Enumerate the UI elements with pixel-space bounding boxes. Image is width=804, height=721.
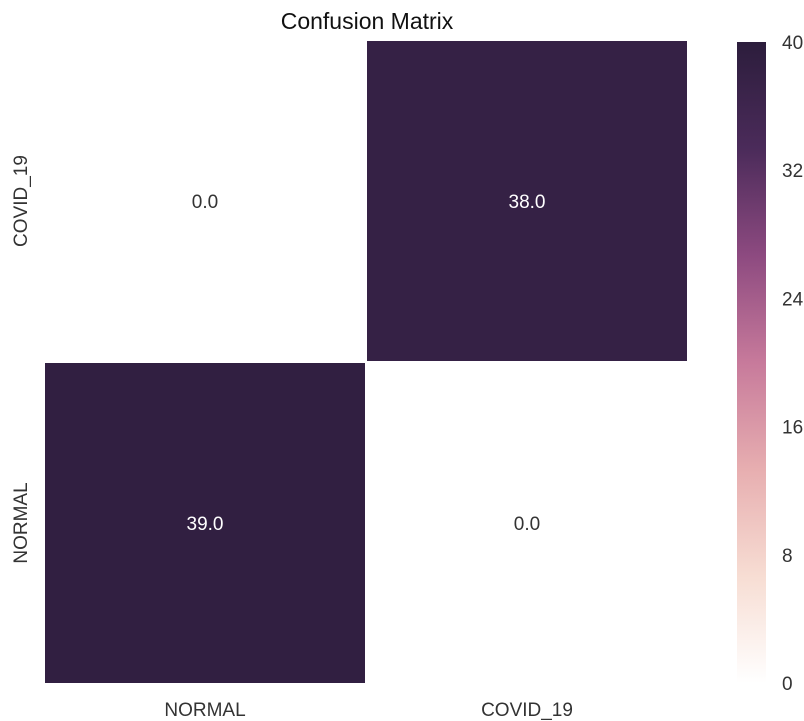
cell-annotation: 39.0 xyxy=(187,514,224,535)
colorbar-tick-label: 0 xyxy=(782,674,793,695)
cell-annotation: 38.0 xyxy=(509,192,546,213)
heatmap-cell-normal-covid_19 xyxy=(365,361,689,685)
x-tick-label: NORMAL xyxy=(164,700,245,721)
y-tick-label: COVID_19 xyxy=(11,155,32,247)
x-tick-label: COVID_19 xyxy=(481,700,573,721)
colorbar-tick-label: 32 xyxy=(782,161,803,182)
y-tick-label: NORMAL xyxy=(11,482,32,563)
heatmap-cell-covid_19-normal xyxy=(43,39,367,363)
cell-annotation: 0.0 xyxy=(514,514,540,535)
colorbar-tick-label: 16 xyxy=(782,418,803,439)
colorbar xyxy=(737,42,766,683)
heatmap-cell-covid_19-covid_19 xyxy=(365,39,689,363)
colorbar-tick-label: 8 xyxy=(782,546,793,567)
chart-title: Confusion Matrix xyxy=(281,8,454,34)
heatmap-cell-normal-normal xyxy=(43,361,367,685)
colorbar-tick-label: 40 xyxy=(782,33,803,54)
cell-annotation: 0.0 xyxy=(192,192,218,213)
colorbar-tick-label: 24 xyxy=(782,289,804,310)
